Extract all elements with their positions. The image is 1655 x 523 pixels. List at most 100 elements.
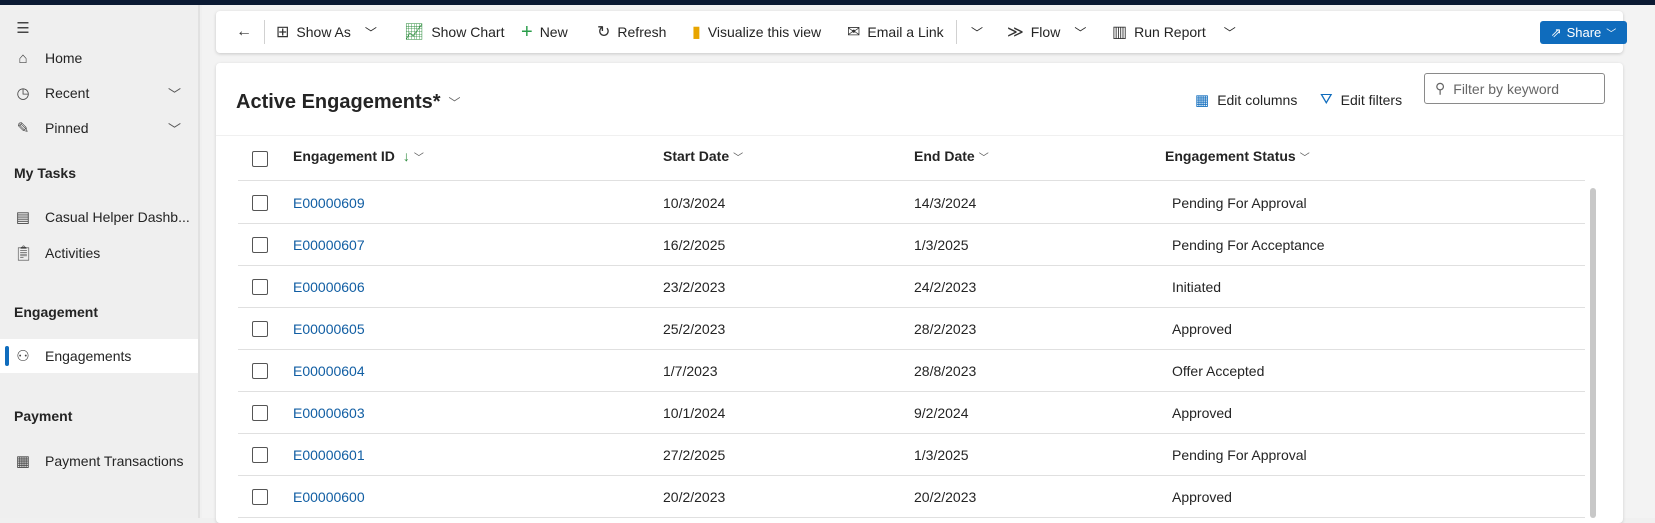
engagement-id-link[interactable]: E00000606 <box>293 279 365 295</box>
chevron-down-icon: ﹀ <box>364 25 377 40</box>
sidebar-item-activities[interactable]: 📋︎ Activities <box>14 245 101 262</box>
email-link-button[interactable]: ✉ Email a Link <box>847 24 944 41</box>
visualize-button[interactable]: ▮ Visualize this view <box>692 24 822 41</box>
edit-columns-icon: ▦ <box>1195 92 1210 109</box>
grid-card <box>216 63 1623 523</box>
column-header-engagement-id[interactable]: Engagement ID ↓ ﹀ <box>293 148 424 164</box>
refresh-button[interactable]: ↻ Refresh <box>597 24 667 41</box>
sort-descending-icon: ↓ <box>402 148 410 164</box>
engagement-status-cell: Pending For Approval <box>1172 195 1307 211</box>
share-button[interactable]: ⇗ Share ﹀ <box>1540 21 1627 44</box>
engagement-id-link[interactable]: E00000607 <box>293 237 365 253</box>
search-icon: ⚲ <box>1435 80 1446 96</box>
chevron-down-icon[interactable]: ﹀ <box>168 121 182 137</box>
table-row[interactable] <box>238 182 1585 224</box>
engagement-status-cell: Pending For Approval <box>1172 447 1307 463</box>
show-chart-button[interactable]: 📈︎ Show Chart <box>404 24 505 41</box>
table-row[interactable] <box>238 266 1585 308</box>
start-date-cell: 23/2/2023 <box>663 279 726 295</box>
chevron-down-icon: ﹀ <box>971 25 984 40</box>
chart-icon: 📈︎ <box>404 24 425 41</box>
engagement-id-link[interactable]: E00000601 <box>293 447 365 463</box>
sidebar-item-pinned[interactable]: ✎ Pinned ﹀ <box>0 111 198 145</box>
start-date-cell: 10/3/2024 <box>663 195 726 211</box>
row-checkbox[interactable] <box>252 279 268 295</box>
chevron-down-icon[interactable]: ﹀ <box>168 86 182 102</box>
edit-columns-button[interactable]: ▦ Edit columns <box>1195 92 1298 109</box>
report-icon: ▥ <box>1112 24 1128 41</box>
more-commands-button[interactable]: ﹀ <box>971 11 983 53</box>
engagement-id-link[interactable]: E00000609 <box>293 195 365 211</box>
end-date-cell: 24/2/2023 <box>914 279 977 295</box>
engagement-id-link[interactable]: E00000603 <box>293 405 365 421</box>
table-row[interactable] <box>238 476 1585 518</box>
end-date-cell: 28/2/2023 <box>914 321 977 337</box>
row-checkbox[interactable] <box>252 363 268 379</box>
plus-icon: + <box>521 20 533 43</box>
sidebar-item-payment-transactions[interactable]: ▦ Payment Transactions <box>15 453 184 470</box>
end-date-cell: 1/3/2025 <box>914 447 969 463</box>
hamburger-menu-button[interactable]: ☰ <box>0 11 198 45</box>
table-row[interactable] <box>238 392 1585 434</box>
chevron-down-icon: ﹀ <box>448 96 461 110</box>
run-report-button[interactable]: ▥ Run Report ﹀ <box>1112 24 1236 41</box>
vertical-scrollbar[interactable] <box>1590 188 1596 518</box>
divider <box>956 20 957 44</box>
sidebar-item-casual-helper-dashboard[interactable]: ▤ Casual Helper Dashb... <box>15 209 190 226</box>
start-date-cell: 10/1/2024 <box>663 405 726 421</box>
start-date-cell: 25/2/2023 <box>663 321 726 337</box>
top-bar <box>0 0 1655 5</box>
grid-layout-icon: ⊞ <box>276 24 290 41</box>
engagement-status-cell: Approved <box>1172 489 1232 505</box>
engagement-id-link[interactable]: E00000605 <box>293 321 365 337</box>
home-icon: ⌂ <box>18 49 28 67</box>
engagement-id-link[interactable]: E00000604 <box>293 363 365 379</box>
clock-icon: ◷ <box>16 85 30 102</box>
start-date-cell: 16/2/2025 <box>663 237 726 253</box>
select-all-checkbox[interactable] <box>252 151 268 167</box>
section-heading-engagement: Engagement <box>14 304 99 320</box>
row-checkbox[interactable] <box>252 405 268 421</box>
share-icon: ⇗ <box>1550 24 1562 40</box>
column-header-start-date[interactable]: Start Date ﹀ <box>663 148 744 164</box>
pin-icon: ✎ <box>16 120 30 137</box>
back-button[interactable]: ← <box>236 11 259 53</box>
chevron-down-icon: ﹀ <box>1606 29 1617 40</box>
command-bar: ← ⊞ Show As ﹀ 📈︎ Show Chart + New ↻ Refresh ▮… <box>216 11 1623 53</box>
row-checkbox[interactable] <box>252 237 268 253</box>
new-button[interactable]: + New <box>521 20 568 43</box>
start-date-cell: 1/7/2023 <box>663 363 718 379</box>
sidebar-item-engagements[interactable]: ⚇ Engagements <box>0 339 198 373</box>
divider <box>216 135 1623 136</box>
row-checkbox[interactable] <box>252 489 268 505</box>
table-row[interactable] <box>238 224 1585 266</box>
email-icon: ✉ <box>847 24 861 41</box>
engagement-status-cell: Pending For Acceptance <box>1172 237 1325 253</box>
people-icon: ⚇ <box>16 348 30 365</box>
row-checkbox[interactable] <box>252 321 268 337</box>
section-heading-payment: Payment <box>14 408 73 424</box>
start-date-cell: 20/2/2023 <box>663 489 726 505</box>
engagement-id-link[interactable]: E00000600 <box>293 489 365 505</box>
view-selector[interactable]: Active Engagements* ﹀ <box>236 91 461 114</box>
clipboard-icon: 📋︎ <box>14 245 34 262</box>
chevron-down-icon: ﹀ <box>1299 152 1310 164</box>
row-checkbox[interactable] <box>252 447 268 463</box>
sidebar-item-home[interactable]: ⌂ Home <box>0 41 198 75</box>
engagement-status-cell: Approved <box>1172 321 1232 337</box>
sidebar-item-recent[interactable]: ◷ Recent ﹀ <box>0 76 198 110</box>
row-checkbox[interactable] <box>252 195 268 211</box>
column-header-end-date[interactable]: End Date ﹀ <box>914 148 989 164</box>
end-date-cell: 20/2/2023 <box>914 489 977 505</box>
flow-button[interactable]: ≫ Flow ﹀ <box>1007 24 1087 41</box>
edit-filters-button[interactable]: ⛛ Edit filters <box>1320 91 1403 108</box>
table-row[interactable] <box>238 308 1585 350</box>
table-row[interactable] <box>238 350 1585 392</box>
power-bi-icon: ▮ <box>692 24 701 41</box>
chevron-down-icon: ﹀ <box>978 152 989 164</box>
table-row[interactable] <box>238 434 1585 476</box>
filter-by-keyword-input[interactable]: ⚲ Filter by keyword <box>1424 73 1605 104</box>
show-as-button[interactable]: ⊞ Show As ﹀ <box>276 24 377 41</box>
engagement-status-cell: Approved <box>1172 405 1232 421</box>
column-header-engagement-status[interactable]: Engagement Status ﹀ <box>1165 148 1310 164</box>
